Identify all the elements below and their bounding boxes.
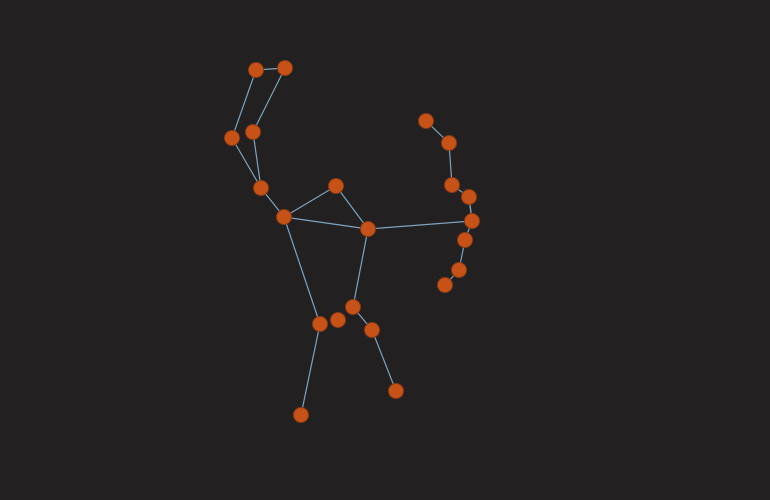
graph-node[interactable] bbox=[312, 316, 328, 332]
graph-node[interactable] bbox=[461, 189, 477, 205]
graph-node[interactable] bbox=[364, 322, 380, 338]
graph-node[interactable] bbox=[388, 383, 404, 399]
graph-node[interactable] bbox=[253, 180, 269, 196]
graph-edge bbox=[367, 220, 473, 230]
graph-node[interactable] bbox=[441, 135, 457, 151]
graph-node[interactable] bbox=[418, 113, 434, 129]
graph-edge bbox=[231, 69, 257, 139]
nodes-layer bbox=[224, 60, 480, 423]
graph-node[interactable] bbox=[293, 407, 309, 423]
graph-node[interactable] bbox=[345, 299, 361, 315]
graph-edge bbox=[283, 216, 321, 325]
graph-edge bbox=[231, 137, 262, 189]
graph-edge bbox=[283, 185, 337, 218]
graph-edge bbox=[252, 131, 262, 189]
graph-node[interactable] bbox=[444, 177, 460, 193]
graph-node[interactable] bbox=[360, 221, 376, 237]
graph-node[interactable] bbox=[457, 232, 473, 248]
graph-edge bbox=[283, 216, 369, 230]
graph-node[interactable] bbox=[277, 60, 293, 76]
graph-node[interactable] bbox=[224, 130, 240, 146]
graph-node[interactable] bbox=[248, 62, 264, 78]
graph-edge bbox=[252, 67, 286, 133]
graph-node[interactable] bbox=[330, 312, 346, 328]
graph-edge bbox=[335, 185, 369, 230]
graph-edge bbox=[371, 329, 397, 392]
graph-node[interactable] bbox=[451, 262, 467, 278]
graph-edge bbox=[352, 228, 369, 308]
graph-node[interactable] bbox=[328, 178, 344, 194]
graph-node[interactable] bbox=[464, 213, 480, 229]
graph-node[interactable] bbox=[276, 209, 292, 225]
graph-node[interactable] bbox=[437, 277, 453, 293]
graph-edge bbox=[300, 323, 321, 416]
graph-node[interactable] bbox=[245, 124, 261, 140]
